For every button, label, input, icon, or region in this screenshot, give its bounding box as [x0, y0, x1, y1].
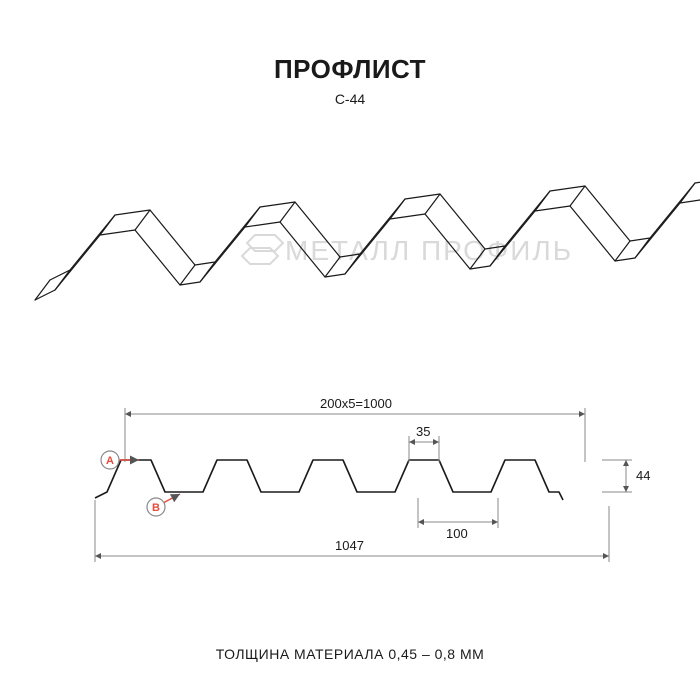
- page-subtitle: С-44: [0, 85, 700, 107]
- material-thickness: ТОЛЩИНА МАТЕРИАЛА 0,45 – 0,8 ММ: [0, 646, 700, 662]
- marker-a: A: [101, 451, 139, 469]
- page-title: ПРОФЛИСТ: [0, 0, 700, 85]
- dim-44: 44: [636, 468, 650, 483]
- dim-100: 100: [446, 526, 468, 541]
- watermark: МЕТАЛЛ ПРОФИЛЬ: [242, 235, 573, 266]
- dim-top-span: 200x5=1000: [320, 396, 392, 411]
- svg-text:A: A: [106, 455, 114, 467]
- svg-text:МЕТАЛЛ ПРОФИЛЬ: МЕТАЛЛ ПРОФИЛЬ: [285, 235, 573, 266]
- section-view: 200x5=1000 35 100 44 1047 A B: [0, 370, 700, 610]
- svg-text:B: B: [152, 502, 160, 514]
- marker-b: B: [147, 494, 180, 516]
- dim-bottom: 1047: [335, 538, 364, 553]
- isometric-view: МЕТАЛЛ ПРОФИЛЬ: [0, 130, 700, 330]
- dim-35: 35: [416, 424, 430, 439]
